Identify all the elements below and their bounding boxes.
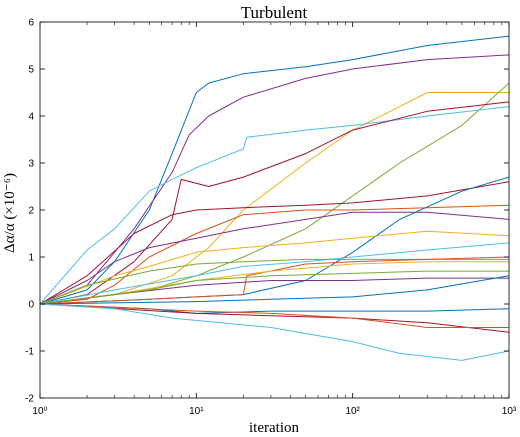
y-tick-label: 5 <box>28 65 34 76</box>
y-tick-label: 4 <box>28 112 34 123</box>
y-tick-label: 0 <box>28 300 34 311</box>
series-line-8 <box>39 181 510 305</box>
x-axis-label: iteration <box>249 420 299 436</box>
series-line-21 <box>39 303 509 328</box>
series-layer <box>39 35 510 361</box>
y-tick-label: -2 <box>25 394 34 405</box>
series-line-20 <box>39 303 510 333</box>
series-line-11 <box>39 230 510 305</box>
series-line-1 <box>39 35 510 305</box>
series-line-9 <box>39 211 510 305</box>
y-axis: -2 -1 0 1 2 3 4 5 6 <box>25 18 509 405</box>
chart-title: Turbulent <box>241 3 308 22</box>
series-line-6 <box>39 101 510 305</box>
series-line-22 <box>39 303 510 361</box>
series-line-14 <box>39 256 510 305</box>
series-line-5 <box>39 106 510 305</box>
x-axis: 10⁰ 10¹ 10² 10³ <box>32 22 517 417</box>
series-line-12 <box>39 242 510 305</box>
y-tick-label: 1 <box>28 253 34 264</box>
y-tick-label: -1 <box>25 347 34 358</box>
x-tick-label: 10¹ <box>189 406 204 417</box>
series-line-4 <box>39 82 510 305</box>
x-tick-label: 10² <box>345 406 360 417</box>
series-line-18 <box>39 275 510 305</box>
x-tick-label: 10⁰ <box>32 406 47 417</box>
y-tick-label: 2 <box>28 206 34 217</box>
series-line-17 <box>39 270 509 305</box>
series-line-13 <box>39 258 509 305</box>
y-tick-label: 3 <box>28 159 34 170</box>
x-tick-label: 10³ <box>502 406 517 417</box>
y-axis-label: Δα/α (×10⁻⁶) <box>2 173 18 253</box>
y-tick-label: 6 <box>28 18 34 29</box>
